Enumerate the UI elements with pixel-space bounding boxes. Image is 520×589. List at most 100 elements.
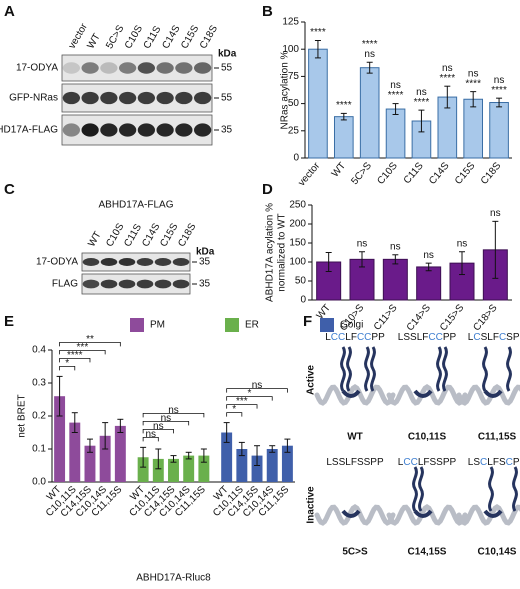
significance-bracket: [142, 420, 190, 426]
significance-label: ns: [494, 75, 505, 86]
blot-band: [100, 258, 118, 266]
helix: [456, 504, 520, 526]
row-label: 17-ODYA: [36, 257, 78, 268]
x-tick-label: C18>S: [471, 302, 499, 333]
y-tick-label: 200: [289, 219, 306, 230]
significance-label: ****: [362, 39, 378, 50]
bar: [69, 422, 81, 482]
bar: [385, 108, 406, 159]
blot-band: [175, 91, 193, 105]
bar: [251, 455, 263, 482]
sequence: LCCLFSSPP: [398, 457, 457, 468]
helix-core: [483, 389, 503, 398]
helix: [386, 504, 468, 526]
blot-band: [156, 123, 174, 137]
blot-band: [156, 62, 174, 74]
blot-band: [62, 91, 80, 105]
blot-band: [100, 123, 118, 137]
lipid-tail: [370, 346, 376, 392]
marker-label: 35: [221, 125, 233, 136]
bar: [359, 67, 380, 159]
blot-band: [62, 123, 80, 137]
bar: [84, 445, 96, 482]
legend-label: ER: [245, 320, 259, 331]
lane-label: C11S: [142, 24, 164, 51]
significance-label: ****: [491, 85, 507, 96]
significance-label: ****: [440, 73, 456, 84]
significance-bracket: [59, 342, 121, 347]
error-bar: [102, 422, 109, 450]
significance-label: ****: [67, 350, 83, 361]
blot-band: [82, 279, 100, 289]
significance-bracket: [59, 358, 91, 363]
y-tick-label: 0.1: [32, 444, 46, 455]
blot-row: [81, 273, 191, 295]
blot-band: [172, 258, 190, 266]
blot-band: [62, 62, 80, 74]
significance-label: ****: [465, 78, 481, 89]
blot-band: [100, 62, 118, 74]
blot-band: [194, 91, 212, 105]
panel-label: A: [4, 3, 15, 20]
y-tick-label: 0.4: [32, 345, 46, 356]
marker-label: 35: [199, 279, 211, 290]
lane-label: 5C>S: [104, 23, 126, 51]
lipid-tail: [512, 466, 518, 512]
blot-band: [119, 91, 137, 105]
significance-label: ***: [77, 342, 89, 353]
significance-label: ns: [490, 208, 501, 219]
significance-label: ****: [336, 100, 352, 111]
x-tick-label: C18S: [479, 160, 504, 186]
row-label: 17-ODYA: [16, 63, 58, 74]
helix-core: [341, 509, 361, 518]
x-tick-label: vector: [296, 160, 322, 188]
construct-name: C10,14S: [478, 547, 517, 558]
blot-band: [136, 258, 154, 266]
error-bar: [496, 97, 503, 108]
y-tick-label: 125: [282, 17, 299, 28]
significance-label: ns: [468, 68, 479, 79]
significance-bracket: [59, 366, 76, 371]
sequence: LCCLFCCPP: [325, 332, 385, 343]
blot-band: [119, 123, 137, 137]
significance-label: ns: [364, 49, 375, 60]
blot-band: [81, 62, 99, 74]
construct-name: C11,15S: [478, 432, 517, 443]
x-tick-label: 5C>S: [349, 160, 374, 187]
blot-band: [119, 62, 137, 74]
y-tick-label: 75: [288, 71, 300, 82]
bar: [382, 258, 408, 301]
y-tick-label: 250: [289, 200, 306, 211]
sequence: LSSLFCCPP: [398, 332, 457, 343]
significance-label: ns: [442, 63, 453, 74]
error-bar: [56, 375, 63, 417]
construct-name: 5C>S: [342, 547, 368, 558]
significance-label: ***: [236, 396, 248, 407]
sequence: LSCLFSCPP: [468, 457, 520, 468]
bar: [183, 455, 195, 482]
y-tick-label: 100: [289, 257, 306, 268]
error-bar: [340, 112, 347, 121]
blot-row: [81, 252, 191, 272]
error-bar: [425, 262, 432, 272]
legend-label: PM: [150, 320, 165, 331]
error-bar: [140, 446, 147, 468]
significance-label: *: [232, 404, 236, 415]
sequence: LCSLFCSPP: [468, 332, 520, 343]
bar: [152, 458, 164, 482]
blot-band: [154, 258, 172, 266]
blot-band: [194, 123, 212, 137]
blot-band: [81, 123, 99, 137]
helix: [456, 384, 520, 406]
helix-core: [413, 389, 433, 398]
construct-name: WT: [347, 432, 363, 443]
y-tick-label: 100: [282, 44, 299, 55]
error-bar: [71, 412, 78, 433]
x-tick-label: C14S: [427, 160, 452, 186]
bar: [137, 457, 149, 482]
unit-label: kDa: [196, 247, 215, 258]
row-label: ABHD17A-FLAG: [0, 125, 58, 136]
helix-core: [341, 389, 361, 398]
bar: [198, 455, 210, 482]
